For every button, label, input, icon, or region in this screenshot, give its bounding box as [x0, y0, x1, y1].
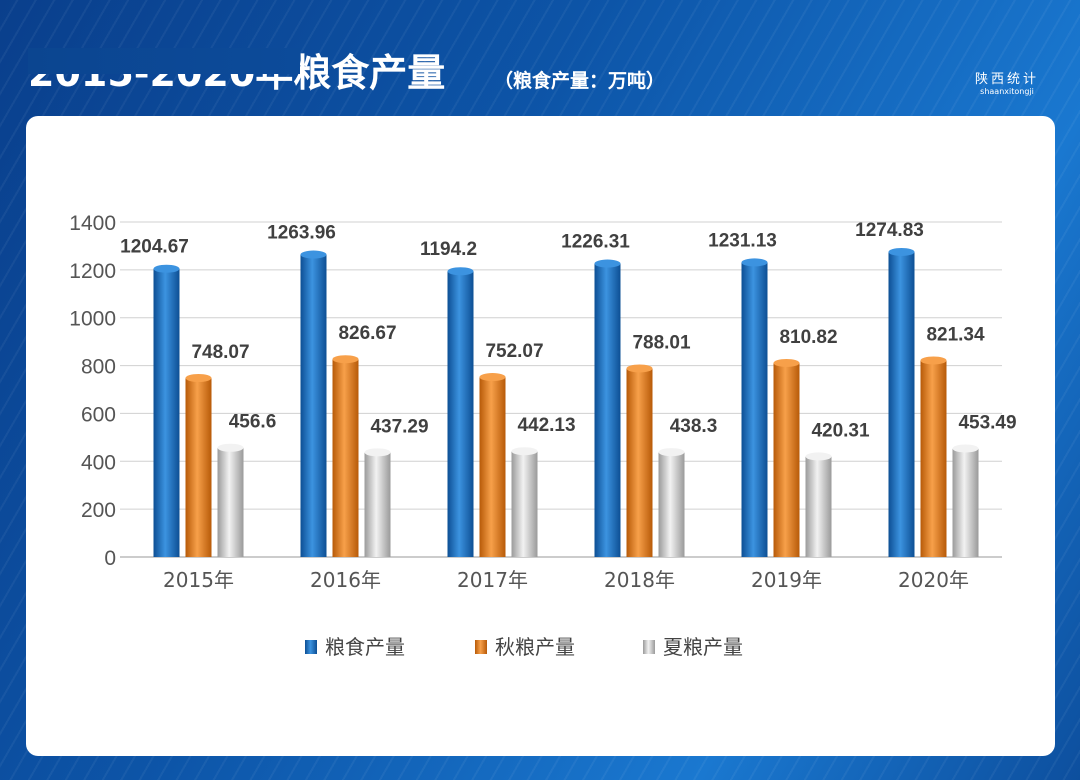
data-label: 1226.31 — [561, 232, 630, 253]
bar-cap — [920, 356, 947, 365]
data-label: 748.07 — [191, 342, 249, 363]
bar-0-1 — [300, 254, 327, 557]
bar-0-5 — [888, 251, 915, 557]
bar-2-5 — [952, 448, 979, 557]
bar-1-1 — [332, 359, 359, 557]
data-label: 442.13 — [517, 415, 575, 436]
bar-cap — [511, 447, 538, 456]
bar-cap — [741, 258, 768, 267]
bar-cap — [364, 448, 391, 457]
bar-1-3 — [626, 368, 653, 557]
data-label: 438.3 — [670, 416, 718, 437]
bar-2-2 — [511, 451, 538, 557]
bar-cap — [447, 267, 474, 276]
bar-cap — [658, 448, 685, 457]
data-label: 1204.67 — [120, 237, 189, 258]
bar-0-3 — [594, 263, 621, 557]
bar-cap — [773, 358, 800, 367]
bar-cap — [594, 259, 621, 268]
data-label: 821.34 — [926, 324, 985, 345]
x-tick-label: 2015年 — [163, 568, 234, 592]
bar-0-0 — [153, 268, 180, 557]
y-tick-label: 1400 — [69, 212, 116, 235]
legend-label: 粮食产量 — [325, 635, 405, 659]
title-mask — [28, 48, 300, 74]
bar-cap — [300, 250, 327, 259]
data-label: 1231.13 — [708, 230, 777, 251]
x-tick-label: 2017年 — [457, 568, 528, 592]
bar-cap — [217, 443, 244, 452]
legend-swatch — [305, 640, 317, 654]
bar-cap — [332, 355, 359, 364]
y-tick-label: 400 — [81, 451, 116, 474]
bar-1-4 — [773, 362, 800, 557]
bar-1-5 — [920, 360, 947, 557]
x-tick-label: 2020年 — [898, 568, 969, 592]
y-tick-label: 1200 — [69, 260, 116, 283]
legend-label: 秋粮产量 — [495, 635, 575, 659]
legend-swatch — [475, 640, 487, 654]
bar-2-4 — [805, 456, 832, 557]
unit-subtitle: （粮食产量：万吨） — [494, 70, 666, 92]
bar-cap — [805, 452, 832, 461]
data-label: 788.01 — [632, 332, 691, 353]
bar-cap — [479, 373, 506, 382]
data-label: 752.07 — [485, 341, 543, 362]
legend-label: 夏粮产量 — [663, 635, 743, 659]
bar-cap — [952, 444, 979, 453]
bar-cap — [888, 247, 915, 256]
bar-1-0 — [185, 377, 212, 557]
bar-cap — [185, 373, 212, 382]
bar-0-2 — [447, 271, 474, 557]
legend-swatch — [643, 640, 655, 654]
bar-2-1 — [364, 452, 391, 557]
logo-cn: 陕西统计 — [975, 72, 1040, 87]
y-tick-label: 800 — [81, 356, 116, 379]
logo-en: shaanxitongji — [980, 87, 1034, 96]
bar-2-0 — [217, 447, 244, 557]
x-tick-label: 2019年 — [751, 568, 822, 592]
logo: 陕西统计 shaanxitongji — [975, 68, 1039, 96]
data-label: 456.6 — [229, 412, 277, 433]
data-label: 1263.96 — [267, 223, 336, 244]
data-label: 453.49 — [958, 412, 1016, 433]
data-label: 437.29 — [370, 416, 428, 437]
x-tick-label: 2018年 — [604, 568, 675, 592]
data-label: 810.82 — [779, 327, 837, 348]
x-tick-label: 2016年 — [310, 568, 381, 592]
y-tick-label: 1000 — [69, 308, 116, 331]
data-label: 1274.83 — [855, 220, 924, 241]
y-tick-label: 200 — [81, 499, 116, 522]
bar-0-4 — [741, 262, 768, 557]
data-label: 826.67 — [338, 323, 396, 344]
data-label: 1194.2 — [420, 239, 477, 260]
bar-cap — [626, 364, 653, 373]
y-tick-label: 0 — [104, 547, 116, 570]
data-label: 420.31 — [811, 420, 870, 441]
bar-cap — [153, 264, 180, 273]
bar-2-3 — [658, 452, 685, 557]
bar-1-2 — [479, 377, 506, 557]
y-tick-label: 600 — [81, 403, 116, 426]
